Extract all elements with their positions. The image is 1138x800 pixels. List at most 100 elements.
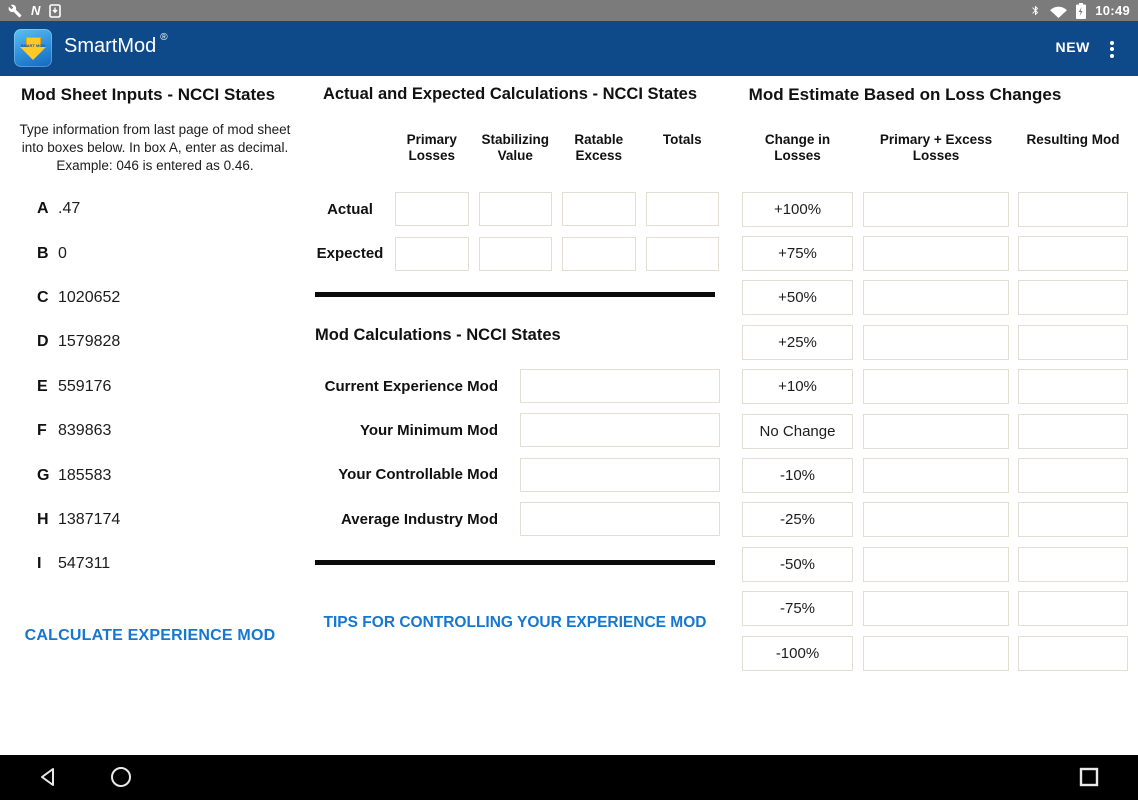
input-value-g[interactable]: 185583 xyxy=(58,466,112,484)
losses-field xyxy=(863,369,1009,405)
estimate-row-minus50: -50% xyxy=(730,546,1138,582)
header-primary-excess-losses: Primary + Excess Losses xyxy=(879,132,993,163)
actual-stabilizing-value-field[interactable] xyxy=(478,192,552,226)
estimate-row-minus100: -100% xyxy=(730,635,1138,671)
current-experience-mod-row: Current Experience Mod xyxy=(310,369,730,403)
recents-icon[interactable] xyxy=(1075,763,1103,791)
average-industry-mod-row: Average Industry Mod xyxy=(310,502,730,537)
header-change-in-losses: Change in Losses xyxy=(764,132,831,163)
losses-field xyxy=(863,191,1009,227)
expected-row: Expected xyxy=(310,236,730,271)
losses-field xyxy=(863,280,1009,316)
status-bar: N 10:49 xyxy=(0,0,1138,21)
resulting-mod-field xyxy=(1018,635,1128,671)
wrench-icon xyxy=(8,4,22,18)
back-icon[interactable] xyxy=(34,763,62,791)
app-title: SmartMod ® xyxy=(64,32,168,57)
resulting-mod-field xyxy=(1018,546,1128,582)
wifi-icon xyxy=(1050,4,1068,18)
actual-label: Actual xyxy=(327,200,373,218)
actual-totals-field[interactable] xyxy=(645,192,719,226)
divider xyxy=(315,292,715,297)
losses-field xyxy=(863,235,1009,271)
middle-panel-title: Actual and Expected Calculations - NCCI … xyxy=(322,85,698,103)
current-experience-mod-field[interactable] xyxy=(520,369,720,403)
input-row-g: G 185583 xyxy=(37,466,112,484)
input-row-e: E 559176 xyxy=(37,377,112,395)
input-value-c[interactable]: 1020652 xyxy=(58,288,121,306)
logo-text: SMART MOD xyxy=(20,43,46,48)
estimate-row-plus100: +100% xyxy=(730,191,1138,227)
input-value-b[interactable]: 0 xyxy=(58,244,67,262)
actual-ratable-excess-field[interactable] xyxy=(562,192,636,226)
actual-primary-losses-field[interactable] xyxy=(395,192,469,226)
input-row-h: H 1387174 xyxy=(37,510,121,528)
calculate-experience-mod-button[interactable]: CALCULATE EXPERIENCE MOD xyxy=(24,627,276,644)
tips-for-controlling-mod-button[interactable]: TIPS FOR CONTROLLING YOUR EXPERIENCE MOD xyxy=(323,614,707,631)
estimate-row-plus10: +10% xyxy=(730,369,1138,405)
average-industry-mod-field[interactable] xyxy=(520,502,720,537)
estimate-row-minus25: -25% xyxy=(730,502,1138,538)
header-totals: Totals xyxy=(662,132,702,147)
left-panel-instructions: Type information from last page of mod s… xyxy=(19,122,291,173)
battery-charging-icon xyxy=(1076,2,1087,19)
middle-column-headers: Primary Losses Stabilizing Value Ratable… xyxy=(390,132,724,163)
download-icon xyxy=(49,3,62,18)
expected-stabilizing-value-field[interactable] xyxy=(478,236,552,271)
overflow-menu-icon[interactable] xyxy=(1104,35,1120,63)
input-row-c: C 1020652 xyxy=(37,288,121,306)
mod-estimate-panel: Mod Estimate Based on Loss Changes Chang… xyxy=(730,76,1138,755)
actual-row: Actual xyxy=(310,192,730,226)
input-row-d: D 1579828 xyxy=(37,333,121,351)
input-value-e[interactable]: 559176 xyxy=(58,377,112,395)
estimate-row-minus10: -10% xyxy=(730,457,1138,493)
smartmod-logo-icon: SMART MOD xyxy=(14,29,52,67)
android-nav-bar xyxy=(0,755,1138,800)
actual-expected-panel: Actual and Expected Calculations - NCCI … xyxy=(310,76,730,755)
resulting-mod-field xyxy=(1018,324,1128,360)
new-button[interactable]: NEW xyxy=(1055,39,1090,55)
expected-primary-losses-field[interactable] xyxy=(395,236,469,271)
losses-field xyxy=(863,502,1009,538)
header-primary-losses: Primary Losses xyxy=(406,132,457,163)
bluetooth-icon xyxy=(1030,3,1041,18)
estimate-row-plus50: +50% xyxy=(730,280,1138,316)
losses-field xyxy=(863,457,1009,493)
expected-totals-field[interactable] xyxy=(645,236,719,271)
estimate-row-plus75: +75% xyxy=(730,235,1138,271)
losses-field xyxy=(863,591,1009,627)
expected-label: Expected xyxy=(316,245,384,262)
resulting-mod-field xyxy=(1018,502,1128,538)
input-value-i[interactable]: 547311 xyxy=(58,555,111,573)
header-resulting-mod: Resulting Mod xyxy=(1026,132,1120,147)
estimate-row-no-change: No Change xyxy=(730,413,1138,449)
resulting-mod-field xyxy=(1018,191,1128,227)
input-value-h[interactable]: 1387174 xyxy=(58,510,121,528)
your-minimum-mod-field[interactable] xyxy=(520,413,720,448)
right-panel-title: Mod Estimate Based on Loss Changes xyxy=(748,85,1062,104)
estimate-row-minus75: -75% xyxy=(730,591,1138,627)
losses-field xyxy=(863,324,1009,360)
input-value-f[interactable]: 839863 xyxy=(58,422,112,440)
your-minimum-mod-row: Your Minimum Mod xyxy=(310,413,730,448)
estimate-row-plus25: +25% xyxy=(730,324,1138,360)
resulting-mod-field xyxy=(1018,235,1128,271)
home-icon[interactable] xyxy=(107,763,135,791)
resulting-mod-field xyxy=(1018,457,1128,493)
expected-ratable-excess-field[interactable] xyxy=(562,236,636,271)
losses-field xyxy=(863,546,1009,582)
input-value-a[interactable]: .47 xyxy=(58,200,81,218)
resulting-mod-field xyxy=(1018,591,1128,627)
resulting-mod-field xyxy=(1018,280,1128,316)
your-controllable-mod-field[interactable] xyxy=(520,457,720,492)
losses-field xyxy=(863,413,1009,449)
header-stabilizing-value: Stabilizing Value xyxy=(481,132,550,163)
left-panel-title: Mod Sheet Inputs - NCCI States xyxy=(20,85,276,104)
input-row-a: A .47 xyxy=(37,200,81,218)
nfc-icon: N xyxy=(31,3,41,18)
input-value-d[interactable]: 1579828 xyxy=(58,333,121,351)
status-time: 10:49 xyxy=(1095,3,1130,18)
